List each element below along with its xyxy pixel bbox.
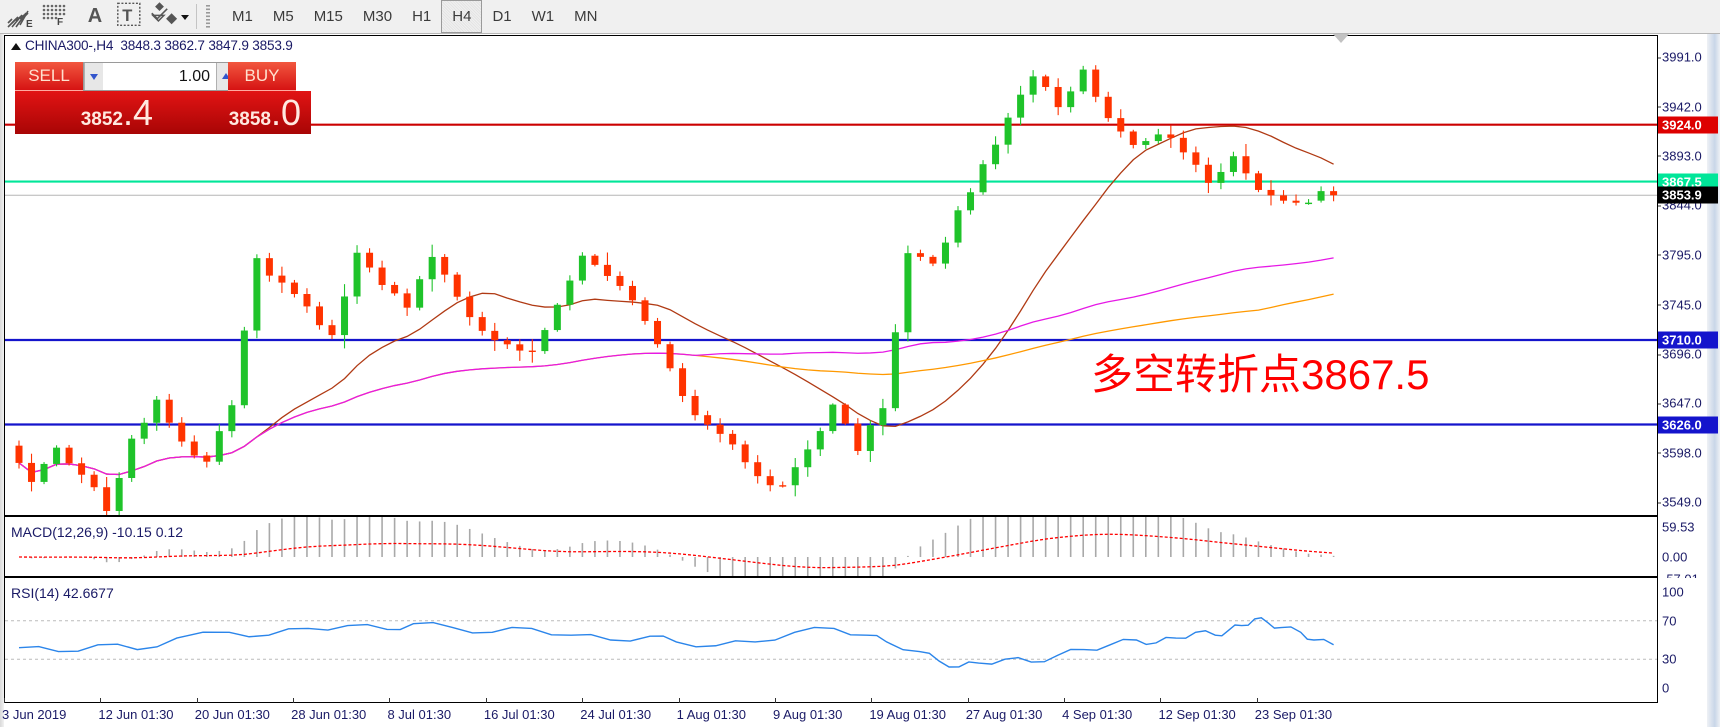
svg-text:E: E — [26, 19, 33, 30]
svg-text:F: F — [57, 17, 63, 28]
svg-text:T: T — [122, 7, 132, 25]
